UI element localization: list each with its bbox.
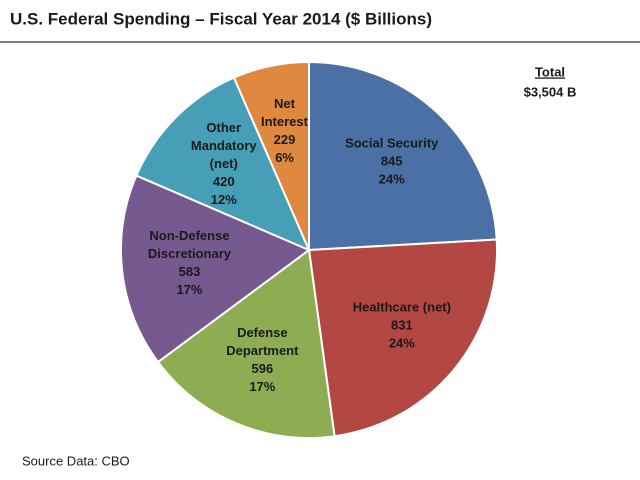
slice-label: Social Security 845 24% bbox=[345, 136, 439, 187]
percent-label: 12% bbox=[211, 193, 237, 208]
pie-slice bbox=[232, 60, 310, 251]
slice-label: Other Mandatory (net) 420 12% bbox=[191, 121, 258, 208]
percent-label: 17% bbox=[176, 282, 202, 297]
pie-slice bbox=[156, 248, 336, 439]
slice-label: Defense Department 596 17% bbox=[226, 325, 299, 394]
slice-label: Non-Defense Discretionary 583 17% bbox=[148, 228, 232, 297]
category-label: Healthcare (net) bbox=[353, 300, 451, 315]
category-label: Other bbox=[206, 121, 241, 136]
category-label: Defense bbox=[237, 325, 288, 340]
percent-label: 24% bbox=[389, 336, 415, 351]
value-label: 229 bbox=[274, 133, 296, 148]
category-label: (net) bbox=[210, 157, 238, 172]
percent-label: 24% bbox=[379, 172, 405, 187]
category-label: Net bbox=[274, 97, 296, 112]
category-label: Department bbox=[226, 343, 299, 358]
category-label: Mandatory bbox=[191, 139, 258, 154]
slice-label: Healthcare (net) 831 24% bbox=[353, 300, 451, 351]
category-label: Discretionary bbox=[148, 246, 232, 261]
category-label: Non-Defense bbox=[149, 228, 229, 243]
value-label: 596 bbox=[252, 361, 274, 376]
value-label: 831 bbox=[391, 318, 413, 333]
category-label: Interest bbox=[261, 115, 309, 130]
value-label: 420 bbox=[213, 175, 235, 190]
source: Source Data: CBO bbox=[22, 453, 130, 468]
percent-label: 17% bbox=[249, 379, 275, 394]
value-label: 583 bbox=[179, 264, 201, 279]
pie-slice bbox=[308, 60, 498, 252]
chart-title: U.S. Federal Spending – Fiscal Year 2014… bbox=[10, 9, 432, 28]
pie-slice bbox=[120, 174, 311, 364]
category-label: Social Security bbox=[345, 136, 439, 151]
pie-slice bbox=[135, 76, 311, 252]
value-label: 845 bbox=[381, 154, 403, 169]
pie-slice bbox=[307, 238, 498, 438]
percent-label: 6% bbox=[275, 151, 294, 166]
total-label: Total bbox=[535, 64, 565, 79]
total-value: $3,504 B bbox=[524, 84, 577, 99]
slice-label: Net Interest 229 6% bbox=[261, 97, 309, 166]
